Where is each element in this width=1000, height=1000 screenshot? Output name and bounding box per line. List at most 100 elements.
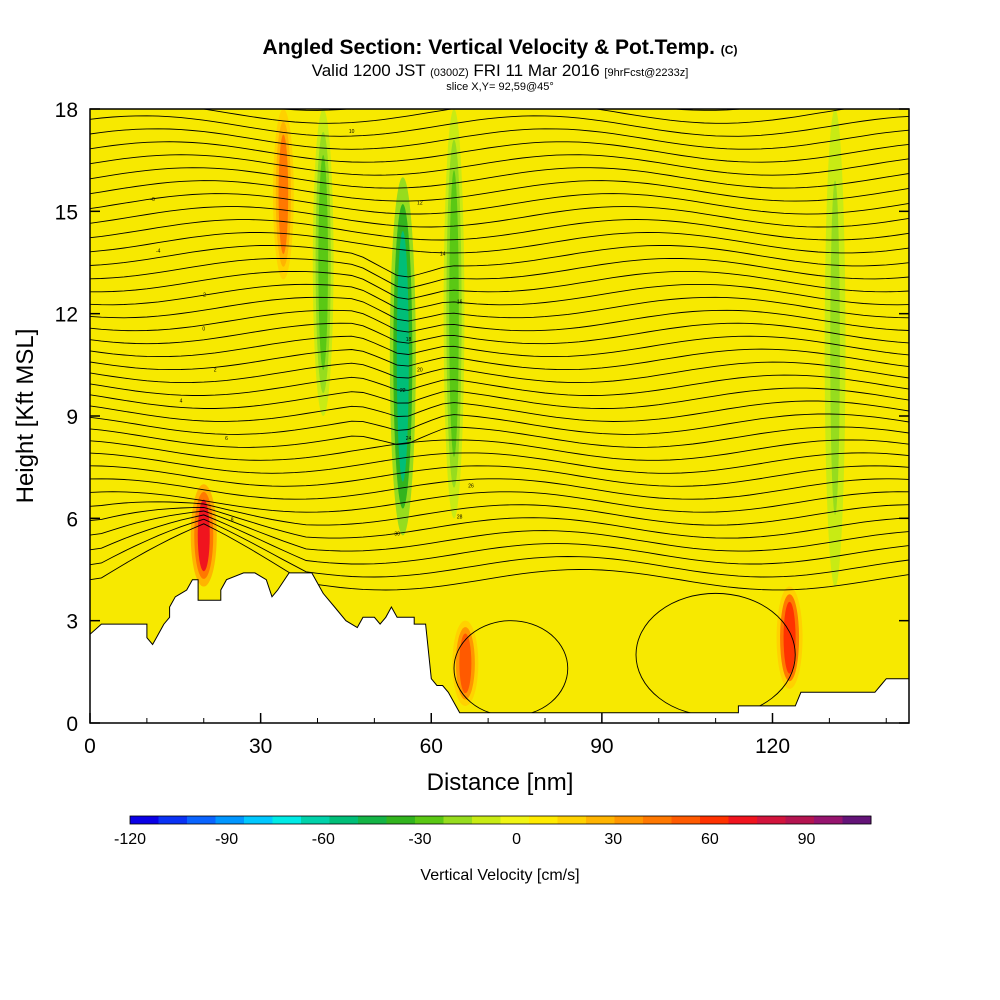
x-tick-label: 120 — [755, 735, 790, 758]
theta-contour-17 — [90, 348, 909, 371]
theta-contour-21 — [90, 296, 909, 322]
colorbar-swatch — [842, 816, 872, 824]
contour-label: 18 — [406, 337, 412, 343]
colorbar-swatch — [529, 816, 558, 824]
x-tick-label: 0 — [84, 735, 96, 758]
y-tick-label: 6 — [66, 508, 78, 531]
contour-label: 0 — [202, 327, 205, 333]
theta-contour-28 — [90, 206, 909, 228]
colorbar-swatch — [557, 816, 587, 824]
theta-contour-29 — [90, 193, 909, 215]
theta-contour-15 — [90, 374, 909, 396]
colorbar-swatch — [158, 816, 188, 824]
x-axis-label: Distance [nm] — [427, 769, 574, 796]
colorbar-label: Vertical Velocity [cm/s] — [420, 867, 579, 884]
x-tick-label: 30 — [249, 735, 272, 758]
theta-contour-0 — [90, 523, 909, 591]
colorbar-swatch — [671, 816, 701, 824]
colorbar-swatch — [301, 816, 330, 824]
contour-label: -4 — [156, 248, 161, 254]
y-tick-label: 9 — [66, 406, 78, 429]
theta-contour-35 — [90, 115, 909, 137]
theta-contour-33 — [90, 141, 909, 163]
contour-label: 10 — [349, 129, 355, 135]
colorbar-tick-label: 90 — [798, 831, 816, 848]
theta-contour-23 — [90, 270, 909, 300]
colorbar-swatch — [700, 816, 729, 824]
theta-contour-16 — [90, 361, 909, 384]
theta-contour-4 — [90, 506, 909, 539]
y-axis-label: Height [Kft MSL] — [12, 329, 39, 504]
colorbar-tick-label: -60 — [312, 831, 335, 848]
colorbar-tick-label: 0 — [512, 831, 521, 848]
colorbar-frame — [129, 815, 872, 825]
contour-label: -2 — [202, 293, 207, 299]
x-tick-label: 60 — [420, 735, 443, 758]
terrain-mask — [89, 572, 910, 724]
contour-label: 6 — [225, 436, 228, 442]
chart-title-block: Angled Section: Vertical Velocity & Pot.… — [0, 36, 1000, 93]
velocity-cell-4-2 — [449, 170, 459, 457]
colorbar-swatch — [415, 816, 444, 824]
theta-contour-10 — [90, 439, 909, 461]
colorbar-swatch — [614, 816, 644, 824]
y-tick-label: 18 — [55, 99, 78, 122]
colorbar-swatch — [329, 816, 359, 824]
contour-label: -6 — [150, 197, 155, 203]
colorbar-swatch — [472, 816, 501, 824]
colorbar: -120 -90 -60 -30 0 30 60 90 — [114, 815, 872, 848]
colorbar-tick-label: 60 — [701, 831, 719, 848]
theta-contour-20 — [90, 309, 909, 333]
theta-contour-5 — [90, 501, 909, 526]
theta-contour-6 — [90, 491, 909, 513]
colorbar-swatch — [272, 816, 302, 824]
theta-contour-12 — [90, 413, 909, 435]
velocity-field — [190, 109, 846, 706]
contour-label: 22 — [400, 388, 406, 394]
theta-contour-25 — [90, 245, 909, 278]
theta-contour-2 — [90, 514, 909, 565]
colorbar-swatch — [244, 816, 273, 824]
colorbar-swatch — [358, 816, 387, 824]
theta-contour-14 — [90, 387, 909, 409]
chart-title: Angled Section: Vertical Velocity & Pot.… — [262, 36, 738, 59]
colorbar-swatch — [215, 816, 245, 824]
colorbar-swatch — [586, 816, 615, 824]
theta-contour-27 — [90, 219, 909, 241]
theta-contour-22 — [90, 283, 909, 311]
colorbar-tick-label: 30 — [604, 831, 622, 848]
colorbar-swatch — [643, 816, 672, 824]
velocity-cell-2-2 — [318, 155, 328, 370]
colorbar-swatch — [728, 816, 758, 824]
contour-label: 30 — [394, 531, 400, 537]
theta-contour-30 — [90, 180, 909, 202]
velocity-cell-0-2 — [197, 499, 210, 572]
velocity-cell-7-2 — [830, 180, 840, 515]
theta-contour-7 — [90, 478, 909, 500]
x-tick-label: 90 — [590, 735, 613, 758]
contour-label: 12 — [417, 201, 423, 207]
chart-slice-info: slice X,Y= 92,59@45° — [446, 81, 554, 93]
contour-label: 2 — [214, 368, 217, 374]
theta-contour-18 — [90, 335, 909, 358]
theta-contour-34 — [90, 128, 909, 150]
theta-contour-36 — [200, 109, 848, 124]
theta-contour-3 — [90, 510, 909, 552]
contour-label: 16 — [457, 299, 463, 305]
colorbar-swatch — [757, 816, 786, 824]
axes: 0 30 60 90 120 0 3 6 9 12 15 18 — [55, 99, 909, 758]
colorbar-tick-label: -90 — [215, 831, 238, 848]
colorbar-swatch — [500, 816, 530, 824]
contour-label: 14 — [440, 252, 446, 258]
chart-subtitle: Valid 1200 JST (0300Z) FRI 11 Mar 2016 [… — [311, 61, 689, 80]
y-tick-label: 3 — [66, 611, 78, 634]
colorbar-swatch — [386, 816, 416, 824]
colorbar-swatch — [187, 816, 216, 824]
velocity-cell-5-2 — [459, 633, 472, 694]
theta-contour-1 — [90, 518, 909, 578]
colorbar-swatch — [130, 816, 159, 824]
contour-label: 20 — [417, 368, 423, 374]
y-tick-label: 15 — [55, 201, 78, 224]
